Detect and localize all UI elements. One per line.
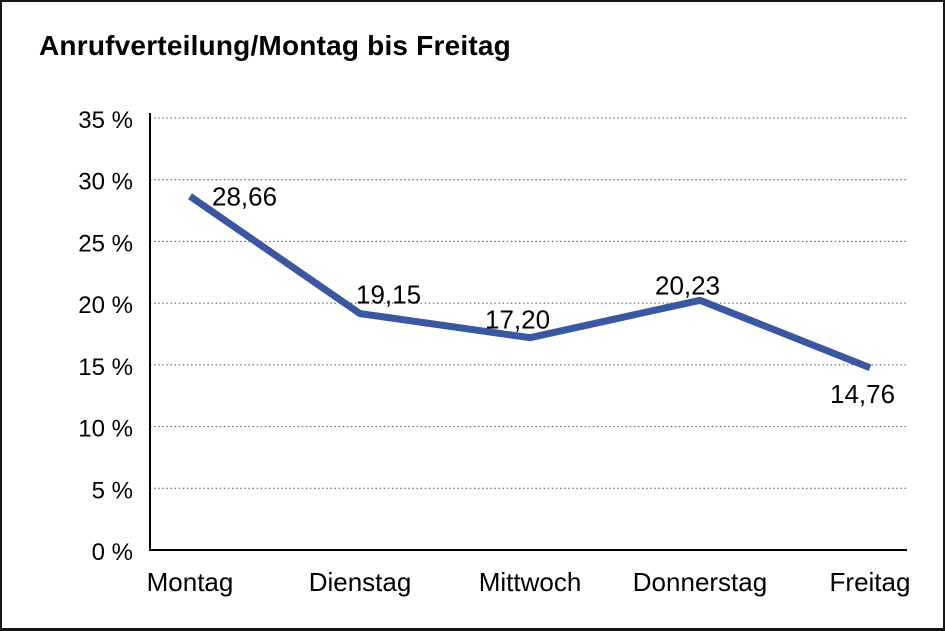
x-axis-category-label: Montag [147,567,234,597]
y-axis-tick-label: 20 % [78,292,133,319]
y-axis-tick-label: 5 % [92,477,133,504]
data-point-label: 20,23 [655,270,720,300]
y-axis-tick-label: 35 % [78,107,133,134]
x-axis-category-label: Dienstag [309,567,412,597]
y-axis-tick-label: 15 % [78,354,133,381]
data-point-label: 28,66 [212,181,277,211]
y-axis-tick-label: 30 % [78,169,133,196]
data-point-label: 14,76 [830,379,895,409]
y-axis-tick-label: 0 % [92,539,133,566]
y-axis-tick-label: 10 % [78,416,133,443]
data-point-label: 17,20 [485,305,550,335]
x-axis-category-label: Freitag [830,567,911,597]
data-line [188,193,872,372]
x-axis-category-label: Mittwoch [479,567,582,597]
x-axis-category-label: Donnerstag [633,567,767,597]
y-axis-tick-label: 25 % [78,230,133,257]
data-point-label: 19,15 [356,280,421,310]
chart-title: Anrufverteilung/Montag bis Freitag [39,30,511,61]
